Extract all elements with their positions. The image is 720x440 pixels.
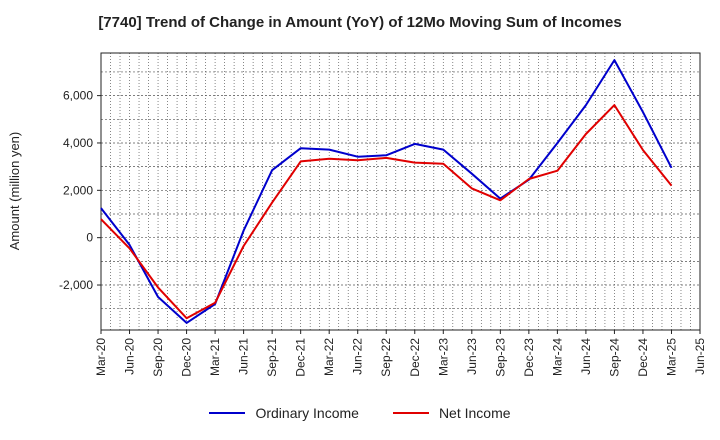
legend-item-ordinary-income: Ordinary Income [209,405,359,421]
series-line-ordinary-income [100,59,673,324]
y-tick-label: -2,000 [59,278,93,292]
x-tick-label: Mar-25 [664,338,678,376]
y-tick-label: 4,000 [63,136,93,150]
legend-swatch-net-income [392,412,429,414]
series-lines [100,59,673,324]
x-tick-label: Jun-21 [237,338,251,375]
x-tick-label: Dec-22 [408,338,422,377]
x-tick-label: Jun-22 [351,338,365,375]
legend-label-ordinary-income: Ordinary Income [255,405,359,421]
series-line-net-income [100,104,673,320]
legend: Ordinary Income Net Income [0,405,720,421]
x-tick-label: Mar-22 [322,338,336,376]
y-tick-label: 2,000 [63,183,93,197]
plot-area [100,52,701,331]
axis-ticks: -2,000 0 2,000 4,000 6,000 Mar-20 Jun-20 Sep-20… [59,89,707,377]
grid-lines [101,53,700,330]
x-tick-label: Sep-23 [493,338,507,377]
x-tick-label: Sep-22 [379,338,393,377]
x-tick-label: Sep-24 [607,338,621,377]
x-tick-label: Sep-21 [265,338,279,377]
x-tick-label: Mar-20 [94,338,108,376]
y-tick-label: 0 [86,231,93,245]
x-tick-label: Jun-24 [579,338,593,375]
y-axis-label: Amount (million yen) [7,132,22,251]
x-tick-label: Mar-24 [550,338,564,376]
chart-title: [7740] Trend of Change in Amount (YoY) o… [98,14,622,31]
x-tick-label: Dec-23 [522,338,536,377]
x-tick-label: Mar-21 [208,338,222,376]
x-tick-label: Jun-20 [123,338,137,375]
y-tick-label: 6,000 [63,89,93,103]
legend-label-net-income: Net Income [438,405,511,421]
x-tick-label: Mar-23 [436,338,450,376]
legend-swatch-ordinary-income [209,412,246,414]
legend-item-net-income: Net Income [392,405,511,421]
x-tick-label: Dec-20 [180,338,194,377]
x-tick-label: Jun-25 [693,338,707,375]
x-tick-label: Dec-24 [636,338,650,377]
x-tick-label: Jun-23 [465,338,479,375]
x-tick-label: Sep-20 [151,338,165,377]
x-tick-label: Dec-21 [294,338,308,377]
